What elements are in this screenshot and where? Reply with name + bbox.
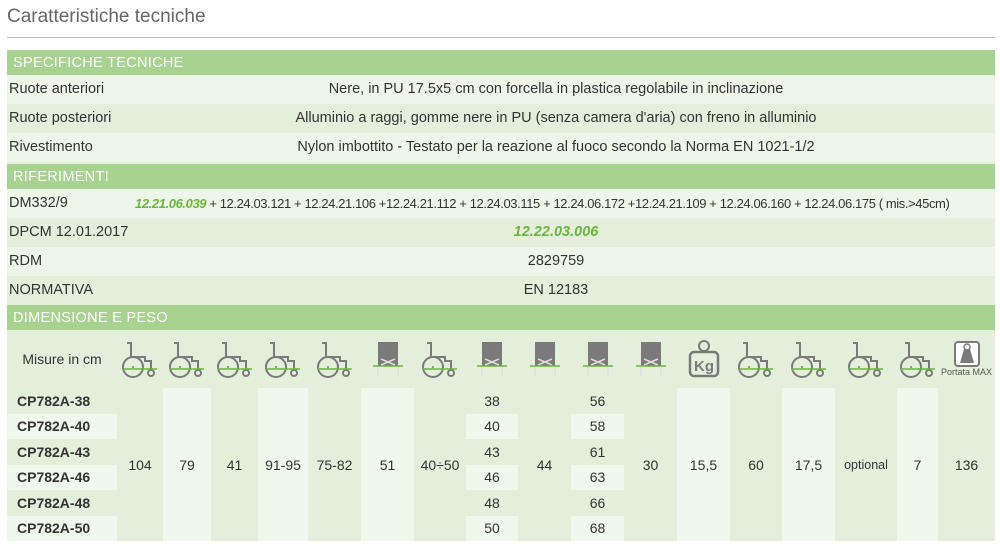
icon-row: Misure in cm Kg Portata MAX <box>7 330 995 388</box>
value-footrest: 40÷50 <box>420 456 460 473</box>
seat-width-value: 43 <box>484 443 500 460</box>
model-code: CP782A-48 <box>17 494 91 511</box>
table-row: CP782A-38 104 79 41 91-95 75-82 51 40÷50 38 44 56 3… <box>7 388 995 541</box>
folded-width-icon <box>624 330 677 388</box>
value-anti-tip: optional <box>844 457 888 472</box>
row-label: RDM <box>9 253 43 269</box>
value-height: 91-95 <box>258 388 308 541</box>
value-width: 79 <box>163 388 211 541</box>
seat-width-value: 46 <box>466 464 518 490</box>
total-width-value: 58 <box>571 413 624 439</box>
weight-kg-icon: Kg <box>677 330 730 388</box>
section-header-dimensione: DIMENSIONE E PESO <box>7 305 995 330</box>
model-code: CP782A-38 <box>17 392 91 409</box>
model-code: CP782A-43 <box>17 443 91 460</box>
value-release: 7 <box>897 388 938 541</box>
row-value: Alluminio a raggi, gomme nere in PU (sen… <box>295 110 817 126</box>
value-folded: 30 <box>642 456 659 473</box>
row-label: Ruote posteriori <box>9 110 112 126</box>
row-label: DPCM 12.01.2017 <box>9 224 129 240</box>
value-weight: 15,5 <box>677 388 730 541</box>
total-width-value: 63 <box>571 464 624 490</box>
total-width-icon <box>571 330 624 388</box>
model-code: CP782A-50 <box>7 515 117 541</box>
dimension-table: Misure in cm Kg Portata MAX CP782A-38 104 79 4… <box>7 330 995 541</box>
value-front-wheel: 17,5 <box>782 388 835 541</box>
row-value: Nylon imbottito - Testato per la reazion… <box>297 139 815 155</box>
seat-width-value: 50 <box>466 515 518 541</box>
total-width-value: 61 <box>589 443 606 460</box>
svg-text:Kg: Kg <box>694 358 714 375</box>
spec-row: Rivestimento Nylon imbottito - Testato pe… <box>7 133 995 162</box>
total-width-value: 66 <box>589 494 606 511</box>
total-width-value: 68 <box>571 515 624 541</box>
seat-width-icon <box>466 330 518 388</box>
length-icon <box>117 330 163 388</box>
value-rear-wheel: 60 <box>748 456 764 473</box>
highlight-code: 12.21.06.039 <box>135 196 207 211</box>
section-header-specifiche: SPECIFICHE TECNICHE <box>7 50 995 75</box>
table-row: CP782A-48 48 66 <box>7 490 995 516</box>
anti-tip-icon <box>835 330 897 388</box>
total-width-value: 56 <box>589 392 606 409</box>
misure-label: Misure in cm <box>22 351 102 367</box>
armrest-height-icon <box>308 330 361 388</box>
value-front: 51 <box>361 388 414 541</box>
table-row: CP782A-40 40 58 <box>7 413 995 439</box>
seat-height-icon <box>211 330 258 388</box>
spec-row: Ruote posteriori Alluminio a raggi, gomme… <box>7 104 995 133</box>
row-dpcm: DPCM 12.01.2017 12.22.03.006 <box>7 218 995 247</box>
width-icon <box>163 330 211 388</box>
codes: + 12.24.03.121 + 12.24.21.106 +12.24.21.… <box>206 196 950 211</box>
seat-width-value: 48 <box>484 494 500 511</box>
page-title: Caratteristiche tecniche <box>7 6 206 27</box>
value-length: 104 <box>128 456 152 473</box>
row-value: 12.22.03.006 <box>513 224 599 240</box>
value-depth: 44 <box>536 456 553 473</box>
row-value: 2829759 <box>527 253 585 269</box>
front-wheel-icon <box>782 330 835 388</box>
row-value: Nere, in PU 17.5x5 cm con forcella in pl… <box>328 81 784 97</box>
value-armrest: 75-82 <box>316 456 353 473</box>
value-seat-height: 41 <box>226 456 243 473</box>
seat-width-value: 40 <box>466 413 518 439</box>
table-row: CP782A-50 50 68 <box>7 515 995 541</box>
row-normativa: NORMATIVA EN 12183 <box>7 276 995 305</box>
height-icon <box>258 330 308 388</box>
rear-wheel-release-icon <box>897 330 938 388</box>
row-label: DM332/9 <box>9 195 68 211</box>
row-value: EN 12183 <box>523 282 589 298</box>
table-row: CP782A-43 43 61 <box>7 439 995 465</box>
divider <box>7 37 995 38</box>
row-label: Ruote anteriori <box>9 81 105 97</box>
model-code: CP782A-40 <box>7 413 117 439</box>
model-code: CP782A-46 <box>7 464 117 490</box>
seat-width-value: 38 <box>484 392 500 409</box>
row-label: Rivestimento <box>9 139 93 155</box>
table-row: CP782A-46 46 63 <box>7 464 995 490</box>
section-header-riferimenti: RIFERIMENTI <box>7 164 995 189</box>
rear-wheel-icon <box>730 330 782 388</box>
spec-row: Ruote anteriori Nere, in PU 17.5x5 cm con… <box>7 75 995 104</box>
value-max-load: 136 <box>954 456 979 473</box>
max-load-icon: Portata MAX <box>938 330 995 388</box>
seat-depth-icon <box>518 330 571 388</box>
row-label: NORMATIVA <box>9 282 94 298</box>
spec-table: SPECIFICHE TECNICHE Ruote anteriori Nere,… <box>7 50 995 541</box>
row-dm332: DM332/9 12.21.06.039 + 12.24.03.121 + 12.… <box>7 189 995 218</box>
footrest-length-icon <box>414 330 466 388</box>
portata-label: Portata MAX <box>940 367 993 377</box>
row-rdm: RDM 2829759 <box>7 247 995 276</box>
width-front-icon <box>361 330 414 388</box>
